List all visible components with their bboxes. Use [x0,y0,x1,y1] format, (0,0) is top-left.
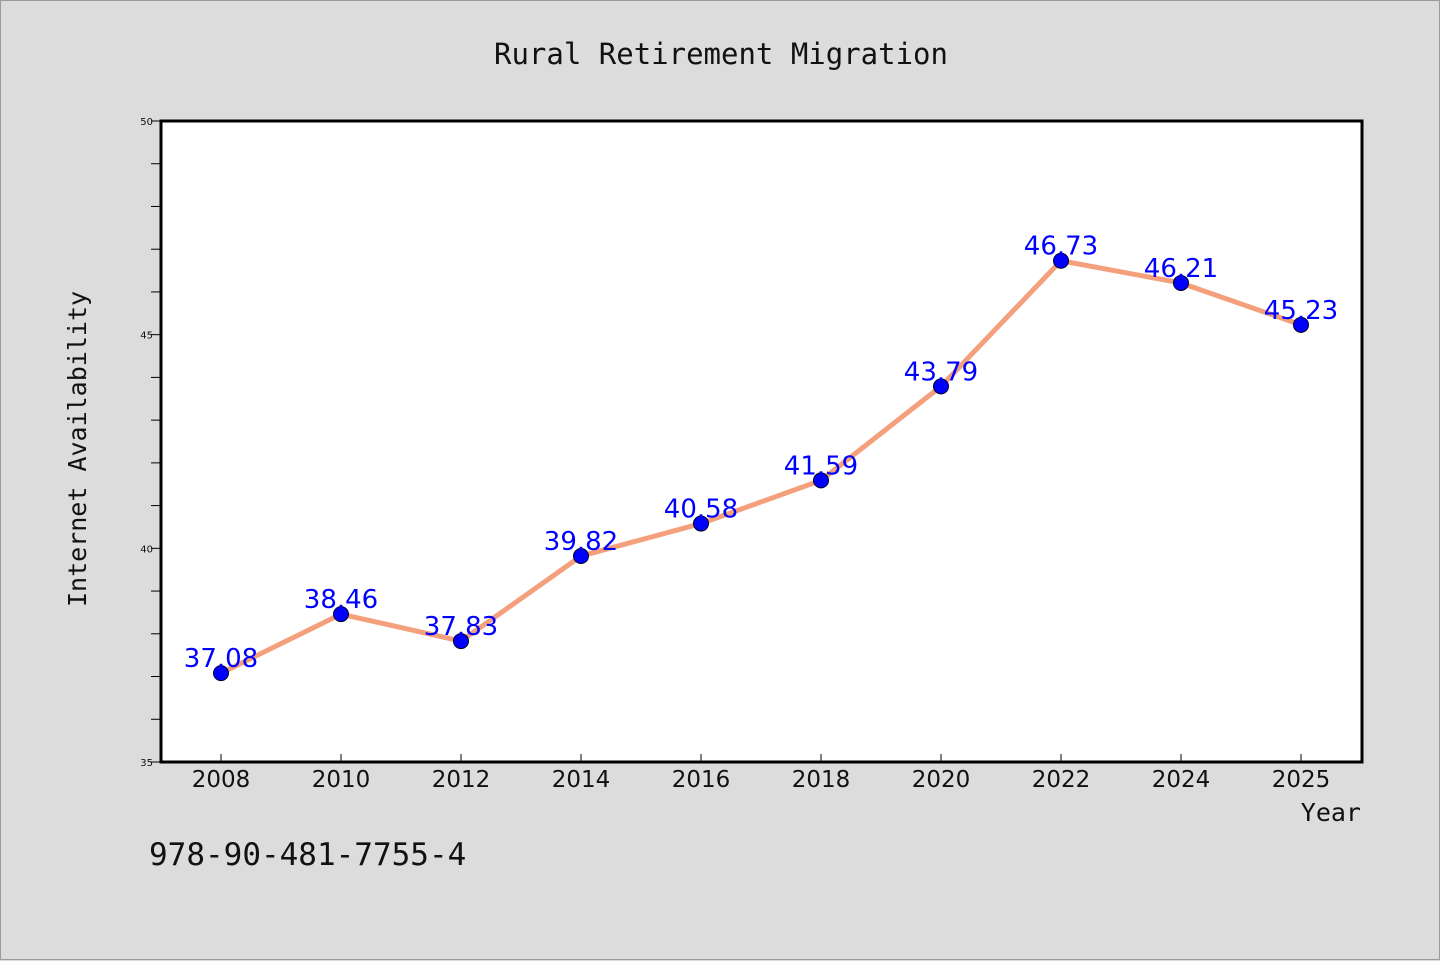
y-tick-label: 35 [140,758,153,769]
data-label: 39.82 [544,527,618,557]
data-label: 46.21 [1144,254,1218,284]
y-axis: 35 40 45 50 [140,117,161,769]
data-label: 38.46 [304,585,378,615]
data-labels: 37.08 38.46 37.83 39.82 40.58 41.59 43.79 46.73… [184,232,1338,674]
series-markers [213,252,1309,682]
y-tick-label: 45 [140,331,153,342]
x-tick-label: 2022 [1032,767,1091,793]
data-point [1053,252,1069,269]
data-point [573,548,589,565]
data-label: 37.83 [424,612,498,642]
data-label: 41.59 [784,451,858,481]
x-axis-label: Year [1301,798,1361,827]
x-axis: 2008 2010 2012 2014 2016 2018 2020 2022 2024 2025 [192,754,1331,793]
x-tick-label: 2020 [912,767,971,793]
chart-title: Rural Retirement Migration [494,37,948,71]
y-tick-label: 40 [140,544,153,555]
data-label: 45.23 [1264,296,1338,326]
plot-area [159,119,1364,764]
data-point [1293,316,1309,333]
x-tick-label: 2016 [672,767,731,793]
x-tick-label: 2010 [312,767,371,793]
data-point [453,633,469,650]
series-line [219,258,1302,676]
data-label: 40.58 [664,495,738,525]
x-tick-label: 2012 [432,767,491,793]
y-axis-label: Internet Availability [63,291,92,607]
data-point [933,378,949,395]
x-tick-label: 2018 [792,767,851,793]
x-tick-label: 2024 [1152,767,1211,793]
y-tick-label: 50 [140,117,153,128]
data-point [333,606,349,623]
x-tick-label: 2014 [552,767,611,793]
data-point [213,665,229,682]
data-label: 46.73 [1024,232,1098,262]
data-label: 43.79 [904,357,978,387]
data-point [813,472,829,489]
data-point [1173,274,1189,291]
data-point [693,515,709,532]
x-tick-label: 2008 [192,767,251,793]
footer-code: 978-90-481-7755-4 [149,837,466,873]
data-label: 37.08 [184,644,258,674]
x-tick-label: 2025 [1272,767,1331,793]
